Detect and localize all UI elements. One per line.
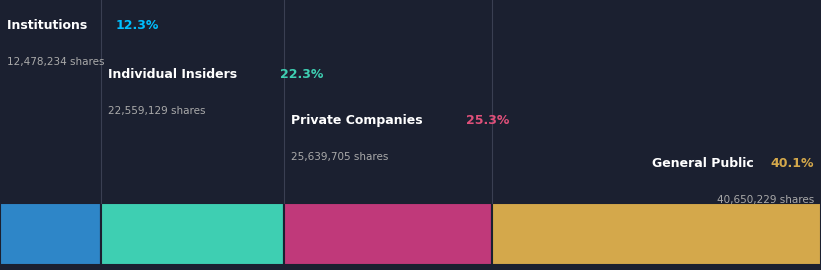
Text: 40.1%: 40.1% <box>771 157 814 170</box>
Text: General Public: General Public <box>652 157 759 170</box>
Text: 25.3%: 25.3% <box>466 114 510 127</box>
Text: 22,559,129 shares: 22,559,129 shares <box>108 106 205 116</box>
Bar <box>284 202 492 265</box>
Text: 12,478,234 shares: 12,478,234 shares <box>7 58 104 68</box>
Text: Individual Insiders: Individual Insiders <box>108 68 241 81</box>
Text: 12.3%: 12.3% <box>116 19 159 32</box>
Text: 40,650,229 shares: 40,650,229 shares <box>718 195 814 205</box>
Text: 25,639,705 shares: 25,639,705 shares <box>291 152 388 162</box>
Text: Institutions: Institutions <box>7 19 91 32</box>
Bar <box>101 202 284 265</box>
Text: Private Companies: Private Companies <box>291 114 427 127</box>
Bar <box>0 202 101 265</box>
Text: 22.3%: 22.3% <box>280 68 323 81</box>
Bar <box>492 202 821 265</box>
